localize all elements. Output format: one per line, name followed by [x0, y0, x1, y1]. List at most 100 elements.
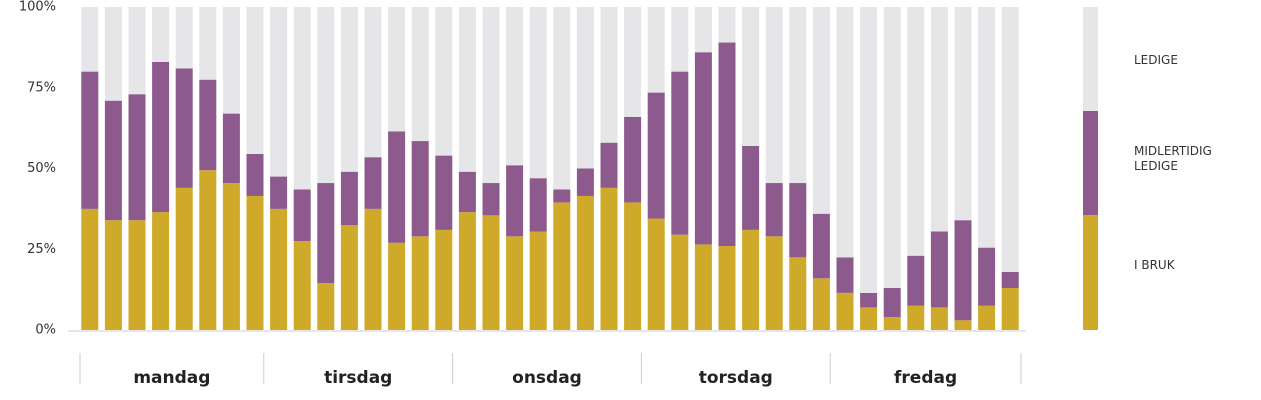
bar-segment	[930, 307, 948, 330]
bar-segment	[246, 153, 264, 196]
bar-segment	[836, 7, 854, 258]
bar-segment	[883, 7, 901, 289]
bar-segment	[506, 236, 524, 330]
bar-segment	[1001, 271, 1019, 289]
bar-segment	[482, 215, 500, 330]
bar-segment	[860, 307, 878, 330]
y-tick-label: 75%	[27, 80, 56, 95]
bar-segment	[600, 7, 618, 143]
bar-segment	[671, 7, 689, 72]
bar-segment	[978, 7, 996, 248]
bar-segment	[624, 7, 642, 117]
bar-segment	[694, 52, 712, 245]
bar-segment	[128, 94, 146, 221]
bar-segment	[199, 79, 217, 171]
bar-segment	[458, 212, 476, 330]
bar-segment	[364, 7, 382, 158]
bar-segment	[765, 183, 783, 237]
bar-segment	[175, 187, 193, 330]
bar-segment	[789, 7, 807, 184]
bar-segment	[883, 288, 901, 318]
bar-segment	[317, 7, 335, 184]
group-label: fredag	[894, 368, 957, 388]
bar-segment	[152, 212, 170, 330]
bar-segment	[482, 183, 500, 216]
bar-segment	[836, 257, 854, 293]
y-tick-label: 100%	[19, 0, 56, 15]
bar-segment	[553, 189, 571, 203]
bar-segment	[81, 7, 99, 72]
bar-segment	[765, 7, 783, 184]
bar-segment	[812, 213, 830, 279]
bar-segment	[742, 7, 760, 146]
bar-segment	[553, 7, 571, 190]
legend-label: I BRUK	[1134, 257, 1175, 272]
group-label: torsdag	[699, 368, 773, 388]
bar-segment	[435, 229, 453, 330]
bar-segment	[576, 195, 594, 330]
bar-segment	[812, 278, 830, 330]
bar-segment	[954, 7, 972, 221]
bar-segment	[789, 183, 807, 258]
group-label: tirsdag	[324, 368, 392, 388]
bar-segment	[104, 220, 122, 330]
bar-segment	[81, 71, 99, 209]
bar-segment	[293, 241, 311, 330]
bar-segment	[152, 61, 170, 213]
bar-segment	[789, 257, 807, 330]
legend-label: LEDIGE	[1134, 52, 1178, 67]
legend-swatch	[1083, 7, 1098, 111]
bar-segment	[270, 208, 288, 330]
bar-segment	[694, 7, 712, 53]
bar-segment	[907, 305, 925, 330]
bar-segment	[694, 244, 712, 330]
bar-segment	[293, 189, 311, 242]
bar-segment	[388, 242, 406, 330]
group-label: onsdag	[512, 368, 582, 388]
bar-segment	[529, 7, 547, 179]
bar-segment	[340, 7, 358, 172]
bar-segment	[529, 178, 547, 232]
bar-segment	[435, 155, 453, 230]
bar-segment	[199, 170, 217, 330]
bar-segment	[647, 7, 665, 93]
bar-segment	[529, 231, 547, 330]
bar-segment	[718, 246, 736, 330]
bar-segment	[506, 165, 524, 237]
bar-segment	[270, 7, 288, 177]
bar-segment	[104, 100, 122, 221]
bar-segment	[836, 292, 854, 330]
bar-segment	[671, 71, 689, 235]
y-tick-label: 25%	[27, 242, 56, 257]
bar-segment	[647, 218, 665, 330]
bar-segment	[671, 234, 689, 330]
bar-segment	[860, 292, 878, 308]
bar-segment	[506, 7, 524, 166]
bar-segment	[742, 145, 760, 230]
bar-segment	[458, 7, 476, 172]
bar-segment	[954, 320, 972, 330]
bar-segment	[128, 220, 146, 330]
bar-segment	[175, 68, 193, 188]
legend-swatch	[1083, 111, 1098, 215]
bar-segment	[411, 236, 429, 330]
bar-segment	[340, 225, 358, 330]
bar-segment	[411, 7, 429, 142]
bar-segment	[718, 7, 736, 43]
bar-segment	[600, 142, 618, 188]
bar-segment	[860, 7, 878, 293]
bar-segment	[1001, 7, 1019, 272]
bar-segment	[246, 195, 264, 330]
y-tick-label: 50%	[27, 161, 56, 176]
bar-segment	[978, 305, 996, 330]
bar-segment	[482, 7, 500, 184]
bar-segment	[624, 116, 642, 203]
bar-segment	[647, 92, 665, 219]
bar-segment	[742, 229, 760, 330]
bar-segment	[317, 183, 335, 284]
bar-segment	[152, 7, 170, 62]
bar-segment	[978, 247, 996, 306]
bar-segment	[270, 176, 288, 209]
bar-segment	[718, 42, 736, 247]
